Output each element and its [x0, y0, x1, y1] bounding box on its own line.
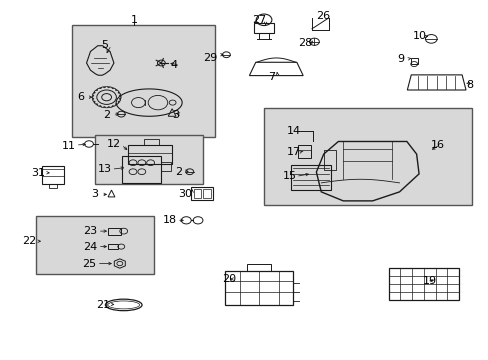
Text: 5: 5 [102, 40, 108, 50]
Bar [388, 268, 458, 300]
Polygon shape [115, 89, 118, 91]
Text: 29: 29 [203, 53, 217, 63]
Polygon shape [106, 107, 111, 108]
Polygon shape [102, 107, 106, 108]
Bar [144, 139, 159, 145]
Bar [410, 58, 417, 64]
Polygon shape [119, 94, 121, 97]
Bar [323, 150, 335, 170]
Bar [194, 189, 201, 198]
Text: 1: 1 [131, 15, 138, 25]
Bar [122, 156, 161, 183]
Bar [254, 23, 273, 33]
Text: 4: 4 [170, 60, 177, 70]
Bar [128, 145, 172, 164]
Text: 23: 23 [83, 226, 97, 236]
Polygon shape [119, 97, 121, 100]
Text: 19: 19 [423, 276, 436, 286]
Text: 26: 26 [315, 11, 329, 21]
Text: 3: 3 [91, 189, 98, 199]
Text: 13: 13 [98, 164, 112, 174]
Bar [246, 264, 271, 271]
Polygon shape [98, 87, 102, 89]
Text: 20: 20 [222, 274, 235, 284]
Text: 3: 3 [172, 110, 179, 120]
Polygon shape [106, 86, 111, 88]
Polygon shape [111, 105, 115, 108]
Bar [264, 108, 471, 205]
Text: 2: 2 [103, 110, 110, 120]
Polygon shape [118, 100, 121, 104]
Text: 12: 12 [106, 139, 120, 149]
Text: 18: 18 [163, 215, 177, 225]
Text: 10: 10 [412, 31, 426, 41]
Bar [36, 216, 154, 274]
Text: 17: 17 [287, 147, 301, 157]
Text: 15: 15 [283, 171, 296, 181]
Text: 21: 21 [96, 300, 109, 310]
Polygon shape [98, 105, 102, 108]
Text: 8: 8 [465, 80, 472, 90]
Text: 22: 22 [22, 236, 37, 246]
Polygon shape [92, 94, 94, 97]
Text: 2: 2 [175, 167, 182, 177]
Text: 9: 9 [397, 54, 404, 64]
Bar [107, 244, 118, 249]
Text: 24: 24 [83, 242, 98, 252]
Bar [291, 165, 330, 190]
Bar [161, 162, 171, 171]
Text: 25: 25 [82, 258, 96, 269]
Text: 11: 11 [61, 141, 75, 151]
Polygon shape [115, 104, 118, 106]
Bar [191, 187, 212, 200]
Text: 14: 14 [286, 126, 300, 136]
Text: 7: 7 [267, 72, 274, 82]
Polygon shape [111, 87, 115, 89]
Polygon shape [92, 91, 95, 94]
Text: 30: 30 [178, 189, 191, 199]
Bar [42, 166, 63, 184]
Polygon shape [95, 104, 98, 106]
Polygon shape [95, 89, 98, 91]
Bar [72, 25, 215, 137]
Bar [224, 271, 293, 305]
Polygon shape [92, 100, 95, 104]
Bar [49, 184, 57, 188]
Polygon shape [92, 97, 94, 100]
Bar [107, 228, 121, 235]
Text: 31: 31 [31, 168, 45, 178]
Bar [203, 189, 210, 198]
Bar [95, 135, 203, 184]
Text: 16: 16 [430, 140, 444, 150]
Text: 6: 6 [77, 92, 84, 102]
Polygon shape [102, 86, 106, 88]
Text: 28: 28 [297, 38, 312, 48]
Text: 27: 27 [251, 15, 266, 25]
Polygon shape [118, 91, 121, 94]
